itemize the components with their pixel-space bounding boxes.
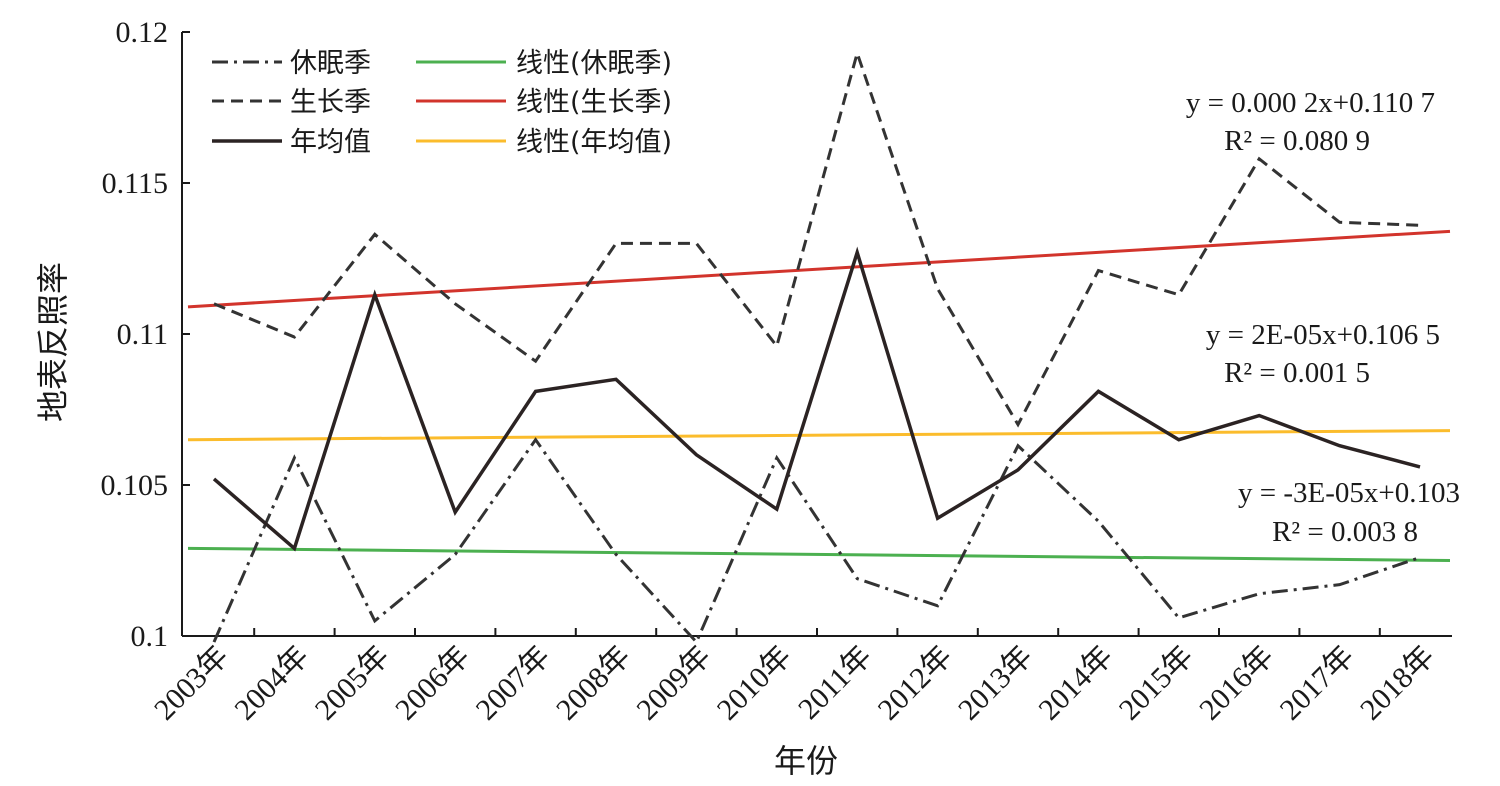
x-tick-label: 2016年 <box>1193 640 1280 727</box>
x-tick-label: 2007年 <box>470 640 557 727</box>
legend-label-growing: 生长季 <box>290 87 371 118</box>
trendline-2 <box>187 429 1451 442</box>
x-tick-label: 2013年 <box>952 640 1039 727</box>
x-tick-label: 2009年 <box>630 640 717 727</box>
trendlines <box>187 229 1451 562</box>
x-tick-label: 2017年 <box>1274 640 1361 727</box>
trendline-0 <box>187 546 1451 562</box>
y-tick-label: 0.105 <box>101 469 169 502</box>
x-tick-label: 2012年 <box>872 640 959 727</box>
series-line-1 <box>213 48 1421 428</box>
r2-annual: R² = 0.001 5 <box>1224 357 1370 389</box>
x-tick-label: 2014年 <box>1032 640 1119 727</box>
x-tick-label: 2015年 <box>1113 640 1200 727</box>
x-ticks: 2003年2004年2005年2006年2007年2008年2009年2010年… <box>148 628 1441 727</box>
y-tick-label: 0.1 <box>131 620 169 653</box>
y-tick-label: 0.12 <box>116 16 169 49</box>
legend-label-trend-dormant: 线性(休眠季) <box>516 48 672 79</box>
legend: 休眠季 生长季 年均值 线性(休眠季) 线性(生长季) 线性(年均值) <box>212 48 672 158</box>
y-tick-label: 0.11 <box>117 318 168 351</box>
x-tick-label: 2005年 <box>309 640 396 727</box>
r2-growing: R² = 0.080 9 <box>1224 125 1370 157</box>
series-line-2 <box>212 246 1421 552</box>
equation-growing: y = 0.000 2x+0.110 7 <box>1186 87 1435 119</box>
x-tick-label: 2006年 <box>389 640 476 727</box>
trend-equations: y = 0.000 2x+0.110 7 R² = 0.080 9 y = 2E… <box>1186 87 1460 548</box>
y-tick-label: 0.115 <box>102 167 168 200</box>
x-tick-label: 2011年 <box>792 640 878 726</box>
series-lines <box>212 48 1421 645</box>
y-axis-title: 地表反照率 <box>34 262 72 422</box>
x-tick-label: 2004年 <box>228 640 315 727</box>
y-ticks: 0.1 0.105 0.11 0.115 0.12 <box>101 16 190 653</box>
series-line-0 <box>212 437 1421 645</box>
x-axis-title: 年份 <box>774 742 838 780</box>
equation-dormant: y = -3E-05x+0.103 <box>1238 477 1460 509</box>
legend-label-annual: 年均值 <box>290 127 371 158</box>
x-tick-label: 2018年 <box>1354 640 1441 727</box>
legend-label-trend-growing: 线性(生长季) <box>516 87 672 118</box>
x-tick-label: 2008年 <box>550 640 637 727</box>
legend-label-dormant: 休眠季 <box>290 48 371 79</box>
trendline-1 <box>187 229 1451 309</box>
legend-label-trend-annual: 线性(年均值) <box>516 127 672 158</box>
r2-dormant: R² = 0.003 8 <box>1272 516 1418 548</box>
equation-annual: y = 2E-05x+0.106 5 <box>1206 319 1440 351</box>
x-tick-label: 2010年 <box>711 640 798 727</box>
